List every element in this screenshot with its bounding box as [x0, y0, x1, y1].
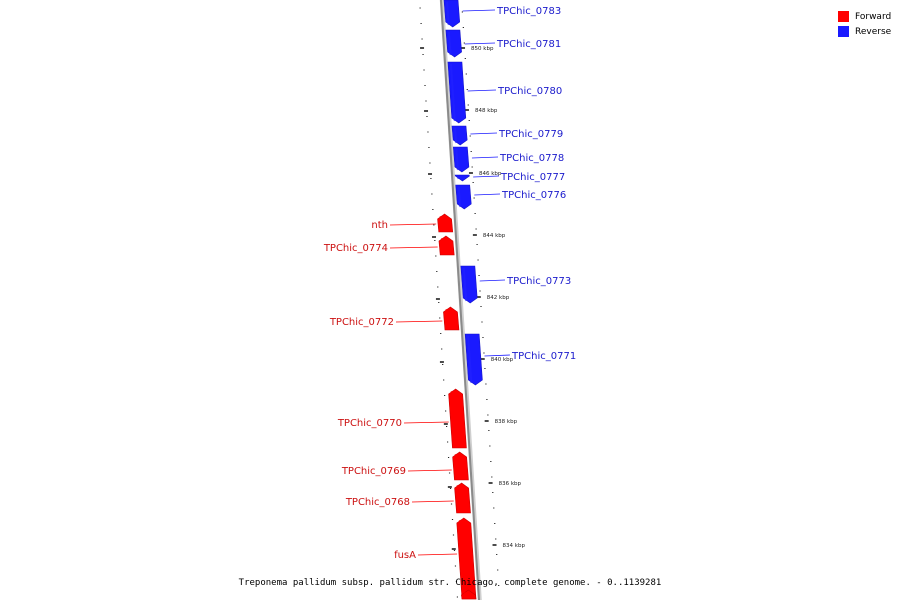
- gene-label: TPChic_0773: [506, 276, 571, 287]
- gene-label: TPChic_0768: [345, 497, 410, 508]
- kbp-tick-label: 836 kbp: [499, 481, 522, 487]
- gene-leader-line: [467, 89, 497, 92]
- gene-label: TPChic_0778: [499, 153, 564, 164]
- gene-label: TPChic_0783: [496, 6, 561, 17]
- gene-leader-line: [470, 132, 498, 135]
- kbp-tick-label: 834 kbp: [503, 543, 526, 549]
- gene-feature-highlight: [446, 1, 450, 26]
- kbp-tick-label: 850 kbp: [471, 46, 494, 52]
- gene-label: TPChic_0777: [500, 172, 565, 183]
- gene-leader-line: [395, 320, 443, 323]
- gene-label: TPChic_0769: [341, 466, 406, 477]
- gene-feature-highlight: [450, 390, 457, 448]
- gene-label: TPChic_0772: [329, 317, 394, 328]
- gene-label: TPChic_0780: [497, 86, 562, 97]
- gene-leader-line: [471, 156, 499, 159]
- gene-leader-line: [474, 193, 501, 196]
- legend-label-reverse: Reverse: [855, 26, 892, 37]
- gene-feature-highlight: [445, 308, 449, 330]
- legend-label-forward: Forward: [855, 11, 892, 22]
- legend: Forward Reverse: [838, 9, 891, 39]
- kbp-tick-label: 840 kbp: [491, 357, 514, 363]
- gene-leader-line: [473, 175, 500, 178]
- gene-feature-highlight: [453, 127, 458, 144]
- legend-item-reverse: Reverse: [838, 24, 891, 39]
- gene-feature-highlight: [457, 186, 462, 208]
- gene-leader-line: [462, 9, 496, 12]
- gene-feature-highlight: [447, 31, 452, 56]
- gene-label: nth: [371, 220, 388, 231]
- kbp-tick-label: 842 kbp: [487, 295, 510, 301]
- map-caption: Treponema pallidum subsp. pallidum str. …: [238, 578, 662, 588]
- gene-leader-line: [403, 421, 449, 424]
- legend-item-forward: Forward: [838, 9, 891, 24]
- gene-feature-highlight: [454, 453, 459, 480]
- gene-leader-line: [464, 42, 496, 45]
- gene-feature-highlight: [440, 237, 445, 255]
- gene-feature-highlight: [439, 215, 443, 232]
- gene-label: TPChic_0774: [323, 243, 388, 254]
- gene-feature-highlight: [462, 267, 468, 302]
- gene-feature-highlight: [449, 63, 456, 122]
- gene-leader-line: [411, 500, 454, 503]
- gene-label: TPChic_0781: [496, 39, 561, 50]
- gene-leader-line: [484, 354, 511, 357]
- gene-feature-highlight: [456, 484, 461, 513]
- kbp-tick-label: 848 kbp: [475, 108, 498, 114]
- kbp-tick-label: 838 kbp: [495, 419, 518, 425]
- reverse-swatch: [838, 26, 849, 37]
- gene-leader-line: [389, 246, 438, 249]
- gene-feature-highlight: [467, 335, 473, 384]
- gene-leader-line: [417, 553, 458, 556]
- gene-label: TPChic_0771: [511, 351, 576, 362]
- gene-feature-highlight: [458, 519, 466, 599]
- gene-feature-highlight: [455, 148, 459, 171]
- gene-feature-highlight: [463, 591, 466, 599]
- gene-label: TPChic_0776: [501, 190, 566, 201]
- gene-label: fusA: [394, 550, 416, 561]
- kbp-tick-label: 846 kbp: [479, 171, 502, 177]
- forward-swatch: [838, 11, 849, 22]
- genome-backbone: [439, 0, 481, 600]
- gene-feature-arrow: [454, 174, 470, 182]
- gene-label: TPChic_0779: [498, 129, 563, 140]
- gene-leader-line: [407, 469, 452, 472]
- kbp-tick-label: 844 kbp: [483, 233, 506, 239]
- gene-leader-line: [389, 223, 437, 226]
- gene-label: TPChic_0770: [337, 418, 402, 429]
- gene-leader-line: [479, 279, 506, 282]
